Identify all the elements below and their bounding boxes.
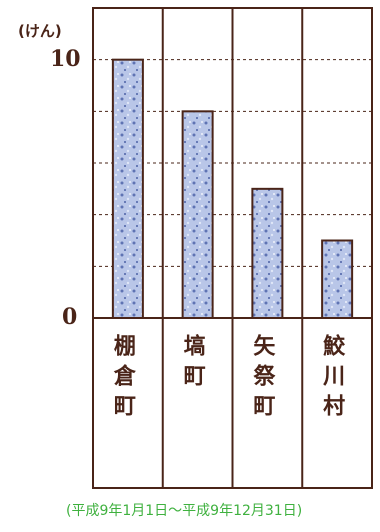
y-tick-label: 0	[62, 304, 78, 330]
y-tick-label: 10	[50, 45, 81, 72]
bar-4	[321, 239, 354, 319]
bar-3	[251, 187, 284, 319]
category-label-3: 矢祭町	[249, 334, 275, 424]
category-label-2: 塙町	[179, 334, 205, 394]
y-axis-unit-label: (けん)	[18, 22, 62, 40]
category-label-1: 棚倉町	[109, 334, 135, 424]
date-range-note: (平成9年1月1日〜平成9年12月31日)	[66, 503, 303, 519]
category-label-4: 鮫川村	[319, 334, 345, 424]
bar-2	[181, 110, 214, 320]
bar-1	[111, 58, 144, 320]
